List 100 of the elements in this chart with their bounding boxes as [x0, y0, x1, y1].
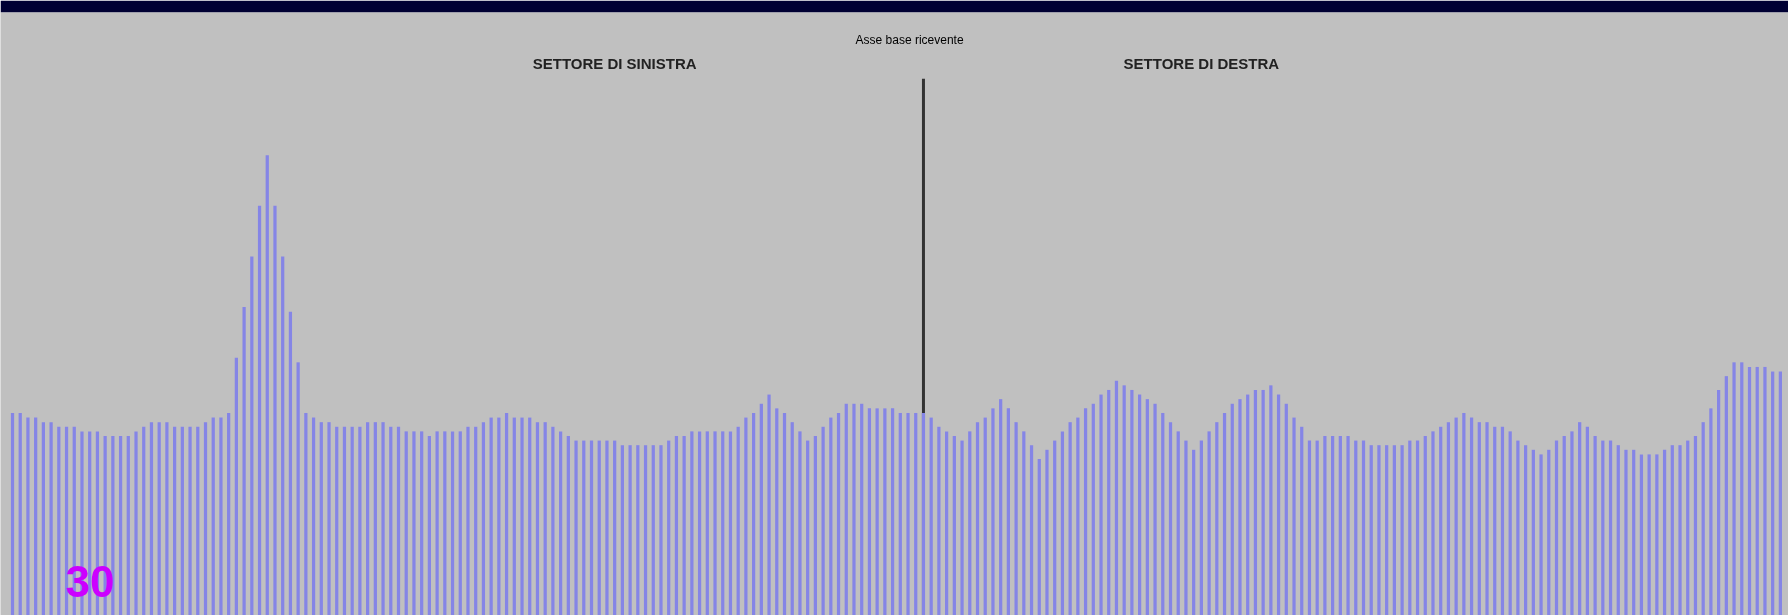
bar: [914, 412, 918, 615]
text: SETTORE DI DESTRA: [1123, 55, 1280, 73]
bar: [1284, 403, 1288, 615]
bar: [1778, 371, 1782, 615]
bar: [1053, 440, 1057, 615]
bar: [10, 412, 15, 615]
bar: [350, 426, 354, 615]
bar: [1099, 394, 1103, 615]
bar: [860, 403, 864, 615]
bar: [1385, 445, 1389, 615]
bar: [412, 431, 416, 615]
bar: [420, 431, 424, 615]
bar: [1608, 440, 1613, 615]
bar: [1662, 449, 1667, 615]
bar: [157, 422, 161, 615]
bar: [489, 417, 493, 615]
bar: [906, 412, 910, 615]
bar: [1253, 389, 1258, 615]
bar: [1485, 422, 1489, 615]
bar: [1083, 408, 1088, 615]
bar: [165, 422, 169, 615]
bar: [597, 440, 601, 615]
bar: [574, 440, 578, 615]
bar: [497, 417, 501, 615]
bar: [1585, 426, 1589, 615]
bar: [1709, 408, 1713, 615]
bar: [1539, 454, 1543, 615]
bar: [898, 412, 902, 615]
bar: [273, 205, 277, 615]
bar: [296, 362, 300, 615]
bar: [1524, 445, 1528, 615]
bar: [659, 445, 663, 615]
bar: [1338, 435, 1342, 615]
bar: [149, 422, 154, 615]
bar: [1076, 417, 1080, 615]
bar: [945, 431, 949, 615]
bar: [1246, 394, 1250, 615]
bar: [1068, 422, 1072, 615]
bar: [304, 412, 308, 615]
bar: [1701, 422, 1705, 615]
bar: [250, 256, 254, 615]
bar: [728, 431, 733, 615]
bar: [427, 435, 431, 615]
bar: [1300, 426, 1304, 615]
bar: [867, 408, 872, 615]
bar: [443, 431, 447, 615]
bar: [435, 431, 439, 615]
bar: [126, 435, 130, 615]
bar: [1439, 426, 1443, 615]
bar: [34, 417, 38, 615]
bar: [396, 426, 401, 615]
bar: [790, 422, 794, 615]
bar: [242, 307, 246, 615]
bar: [1107, 389, 1111, 615]
bar: [721, 431, 725, 615]
bar: [512, 417, 516, 615]
bar: [929, 417, 933, 615]
bar: [1639, 454, 1644, 615]
bar: [605, 440, 609, 615]
bar: [265, 155, 269, 615]
bar: [674, 435, 679, 615]
bar: [1161, 412, 1165, 615]
bar: [1292, 417, 1296, 615]
bar: [890, 408, 895, 615]
bar: [173, 426, 177, 615]
bar: [358, 426, 362, 615]
bar: [342, 426, 347, 615]
bar: [1238, 399, 1242, 615]
bar: [744, 417, 748, 615]
bar: [1740, 362, 1744, 615]
bar: [1508, 431, 1512, 615]
bar: [1732, 362, 1736, 615]
bar: [1122, 385, 1126, 615]
bar: [782, 412, 787, 615]
bar: [1276, 394, 1281, 615]
bar: [49, 422, 53, 615]
bar: [57, 426, 61, 615]
bar: [1747, 366, 1752, 615]
bar: [1724, 376, 1728, 615]
bar: [528, 417, 532, 615]
bar: [1693, 435, 1698, 615]
bar: [381, 422, 385, 615]
bar: [682, 435, 686, 615]
bar: [1500, 426, 1505, 615]
bar: [628, 445, 632, 615]
bar: [1469, 417, 1474, 615]
bar: [1408, 440, 1412, 615]
bar: [543, 422, 547, 615]
bar: [1354, 440, 1358, 615]
bar: [836, 412, 841, 615]
bar: [844, 403, 848, 615]
bar: [1655, 454, 1659, 615]
bar: [752, 412, 756, 615]
bar: [1114, 380, 1119, 615]
bar: [1215, 422, 1219, 615]
bar: [1331, 435, 1335, 615]
bar: [1763, 366, 1767, 615]
bar: [1686, 440, 1690, 615]
bar: [18, 412, 22, 615]
bar: [311, 417, 316, 615]
